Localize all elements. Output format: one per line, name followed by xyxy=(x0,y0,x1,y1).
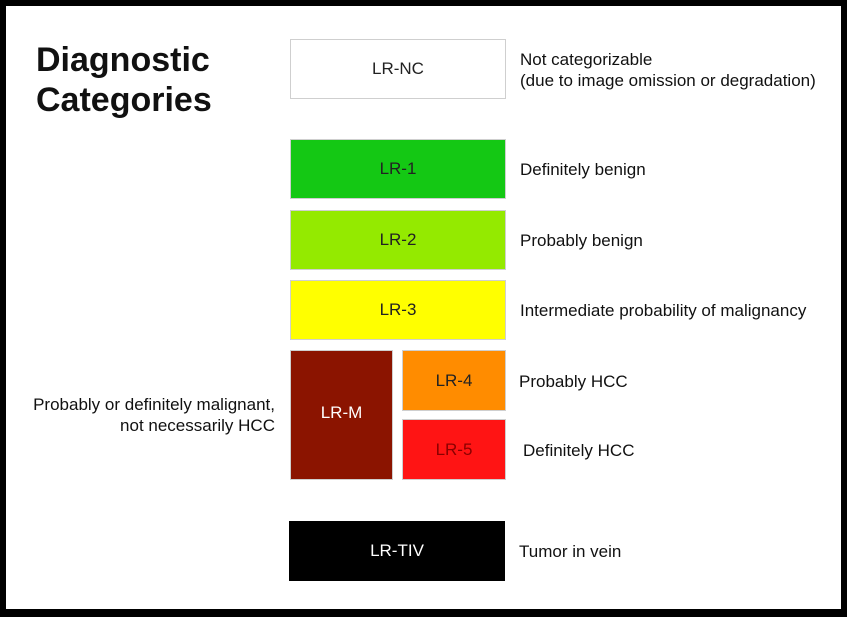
category-box-lr-1: LR-1 xyxy=(290,139,506,199)
category-box-lr-tiv: LR-TIV xyxy=(289,521,505,581)
category-desc-lr-5: Definitely HCC xyxy=(523,441,635,460)
category-label-lr-5: LR-5 xyxy=(435,439,473,459)
diagram-title: Diagnostic Categories xyxy=(36,40,212,120)
category-label-lr-4: LR-4 xyxy=(435,370,473,390)
category-desc-lr-2: Probably benign xyxy=(520,231,643,250)
category-box-lr-4: LR-4 xyxy=(402,350,506,411)
category-desc-lr-1: Definitely benign xyxy=(520,160,646,179)
category-label-lr-nc: LR-NC xyxy=(372,59,424,78)
category-box-lr-3: LR-3 xyxy=(290,280,506,340)
category-desc-lr-4: Probably HCC xyxy=(519,372,628,391)
category-label-lr-m: LR-M xyxy=(320,403,363,422)
category-box-lr-2: LR-2 xyxy=(290,210,506,270)
category-desc-lr-nc: Not categorizable (due to image omission… xyxy=(520,49,816,91)
category-box-lr-m: LR-M xyxy=(290,350,393,480)
category-label-lr-2: LR-2 xyxy=(379,230,417,249)
category-desc-lr-m: Probably or definitely malignant, not ne… xyxy=(33,394,275,436)
category-desc-lr-tiv: Tumor in vein xyxy=(519,542,622,561)
category-desc-lr-nc-line-2: (due to image omission or degradation) xyxy=(520,71,816,90)
category-label-lr-3: LR-3 xyxy=(379,300,417,319)
category-desc-lr-nc-line-1: Not categorizable xyxy=(520,50,653,69)
category-label-lr-1: LR-1 xyxy=(379,159,417,178)
category-label-lr-tiv: LR-TIV xyxy=(370,541,424,560)
category-box-lr-nc: LR-NC xyxy=(290,39,506,99)
category-desc-lr-m-line-2: not necessarily HCC xyxy=(120,416,275,435)
title-line-1: Diagnostic xyxy=(36,41,210,79)
title-line-2: Categories xyxy=(36,81,212,119)
category-desc-lr-m-line-1: Probably or definitely malignant, xyxy=(33,395,275,414)
category-box-lr-5: LR-5 xyxy=(402,419,506,480)
category-desc-lr-3: Intermediate probability of malignancy xyxy=(520,301,807,320)
